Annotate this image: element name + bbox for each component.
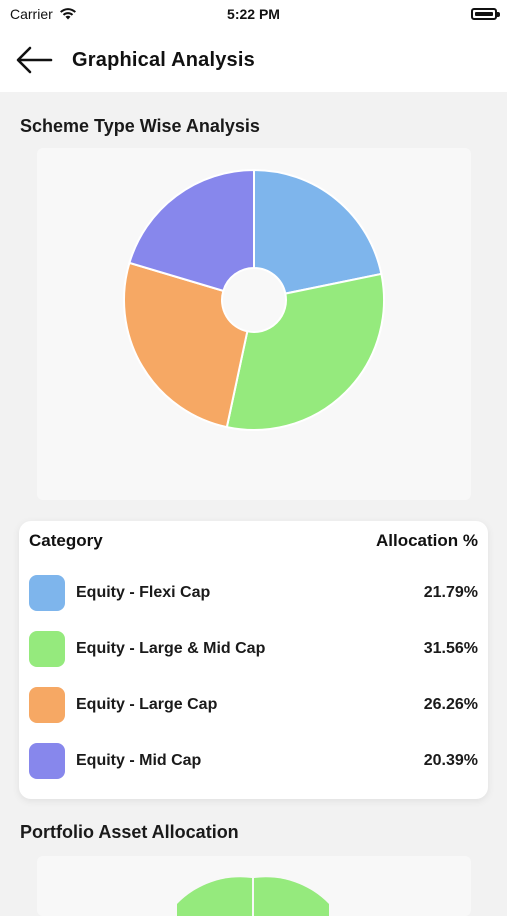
asset-allocation-chart-card [37,856,471,916]
legend-row: Equity - Large & Mid Cap 31.56% [19,629,488,669]
nav-bar: Graphical Analysis [0,28,507,92]
back-button[interactable] [4,28,64,92]
legend-row: Equity - Large Cap 26.26% [19,685,488,725]
legend-row-value: 31.56% [423,640,478,657]
legend-row: Equity - Flexi Cap 21.79% [19,573,488,613]
pie-slice-equity-large-cap[interactable] [123,261,249,429]
pie-slice-equity-large-mid-cap[interactable] [225,272,385,431]
section-title-asset-allocation: Portfolio Asset Allocation [20,822,239,842]
legend-swatch [29,631,65,667]
legend-row: Equity - Mid Cap 20.39% [19,741,488,781]
legend-header-allocation: Allocation % [375,531,478,550]
legend-header-category: Category [29,531,103,550]
carrier-label: Carrier [10,6,53,22]
pie-slice-equity-mid-cap[interactable] [128,168,255,293]
legend-swatch [29,575,65,611]
battery-icon [471,8,500,20]
legend-row-label: Equity - Mid Cap [76,752,202,769]
section-title-scheme-type: Scheme Type Wise Analysis [20,116,260,136]
scheme-type-chart-card [37,148,471,500]
asset-allocation-slice [254,877,329,916]
legend-swatch [29,687,65,723]
back-arrow-icon [16,46,53,74]
asset-allocation-donut-chart [177,877,329,916]
page-title: Graphical Analysis [72,48,255,71]
pie-slice-equity-flexi-cap[interactable] [253,168,383,295]
legend-swatch [29,743,65,779]
legend-row-value: 20.39% [423,752,478,769]
legend-row-label: Equity - Large & Mid Cap [76,640,266,657]
legend-row-value: 26.26% [423,696,478,713]
allocation-legend-table: Category Allocation % Equity - Flexi Cap… [19,521,488,799]
legend-row-value: 21.79% [423,584,478,601]
status-left: Carrier [0,6,77,22]
legend-row-label: Equity - Flexi Cap [76,584,211,601]
legend-header: Category Allocation % [19,531,488,555]
status-bar: Carrier 5:22 PM [0,0,507,28]
asset-allocation-slice [177,877,252,916]
scheme-type-donut-chart [123,168,385,431]
status-right [471,8,507,20]
wifi-icon [59,8,76,20]
legend-row-label: Equity - Large Cap [76,696,218,713]
content-area[interactable]: Scheme Type Wise Analysis Category Alloc… [0,92,507,916]
